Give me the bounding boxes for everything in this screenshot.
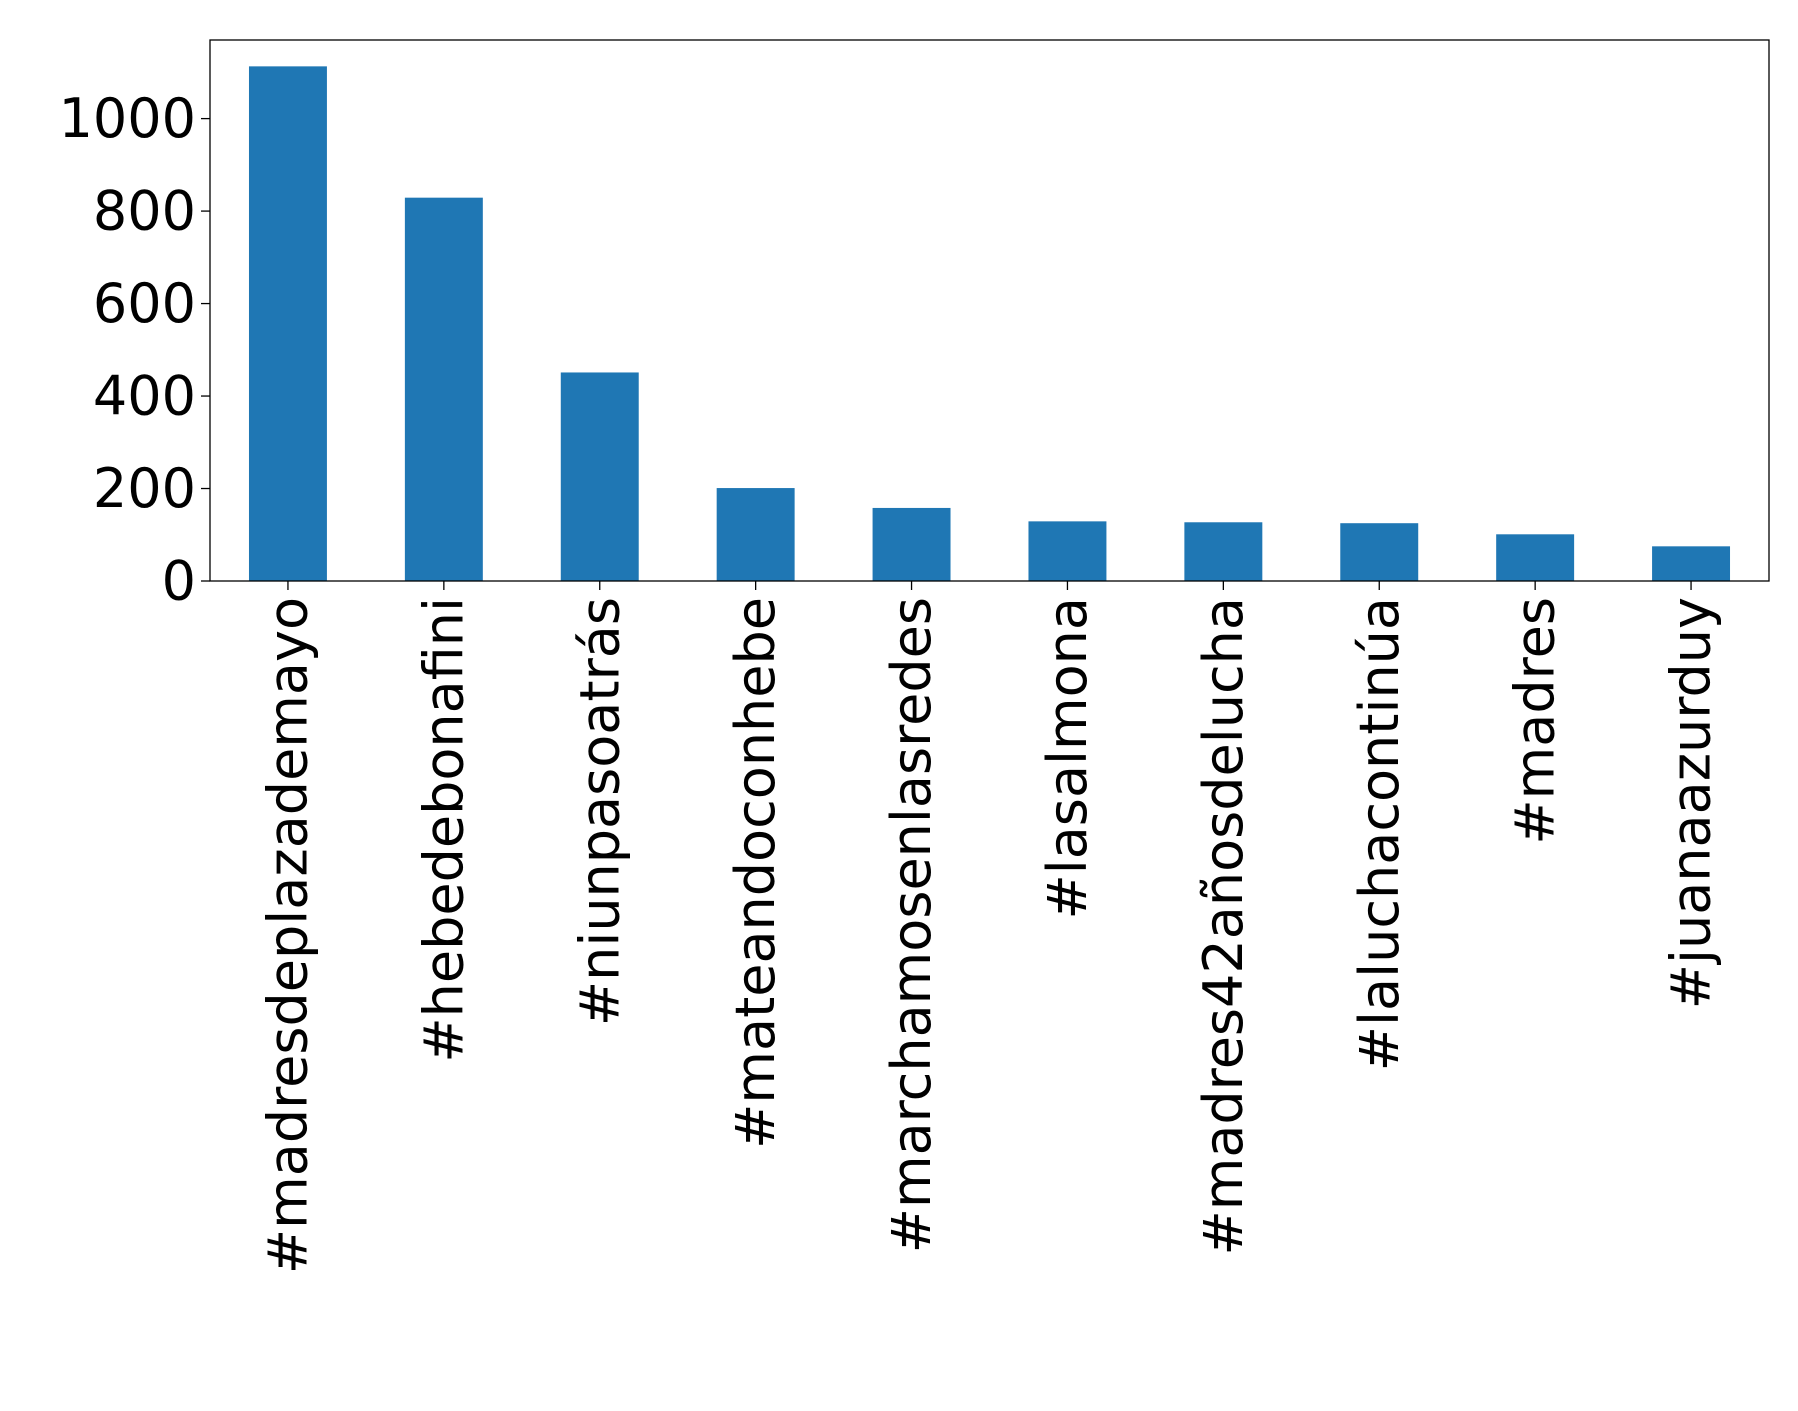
y-axis: 0 200 400 600 800 1000 [59, 87, 210, 613]
bar-1 [248, 66, 327, 582]
bar-10 [1652, 546, 1731, 581]
x-tick-label: #lasalmona [1036, 597, 1099, 920]
x-tick-label: #hebedebonafini [412, 597, 475, 1063]
x-tick-label: #madresdeplazademayo [256, 597, 319, 1274]
y-tick-label: 600 [93, 272, 196, 335]
y-tick-label: 1000 [59, 87, 196, 150]
bar-5 [872, 507, 951, 581]
y-tick-label: 0 [162, 550, 196, 613]
x-tick-label: #marchamosenlasredes [880, 597, 943, 1253]
x-axis: #madresdeplazademayo #hebedebonafini #niun… [256, 581, 1723, 1274]
y-tick-label: 200 [93, 457, 196, 520]
x-tick-label: #mateandoconhebe [724, 597, 787, 1149]
y-tick-label: 800 [93, 180, 196, 243]
bar-2 [404, 197, 483, 581]
plot-frame [209, 39, 1770, 582]
x-tick-label: #niunpasoatrás [568, 597, 631, 1026]
bar-6 [1028, 521, 1107, 581]
x-tick-label: #madres [1504, 597, 1567, 845]
bar-8 [1340, 523, 1419, 581]
x-tick-label: #laluchacontinúa [1348, 597, 1411, 1071]
bar-9 [1496, 534, 1575, 581]
x-tick-label: #madres42añosdelucha [1192, 597, 1255, 1256]
bar-3 [560, 372, 639, 581]
y-tick-label: 400 [93, 365, 196, 428]
bars-group [248, 66, 1731, 582]
bar-4 [716, 488, 795, 581]
bar-7 [1184, 522, 1263, 581]
x-tick-label: #juanaazurduy [1660, 597, 1723, 1009]
